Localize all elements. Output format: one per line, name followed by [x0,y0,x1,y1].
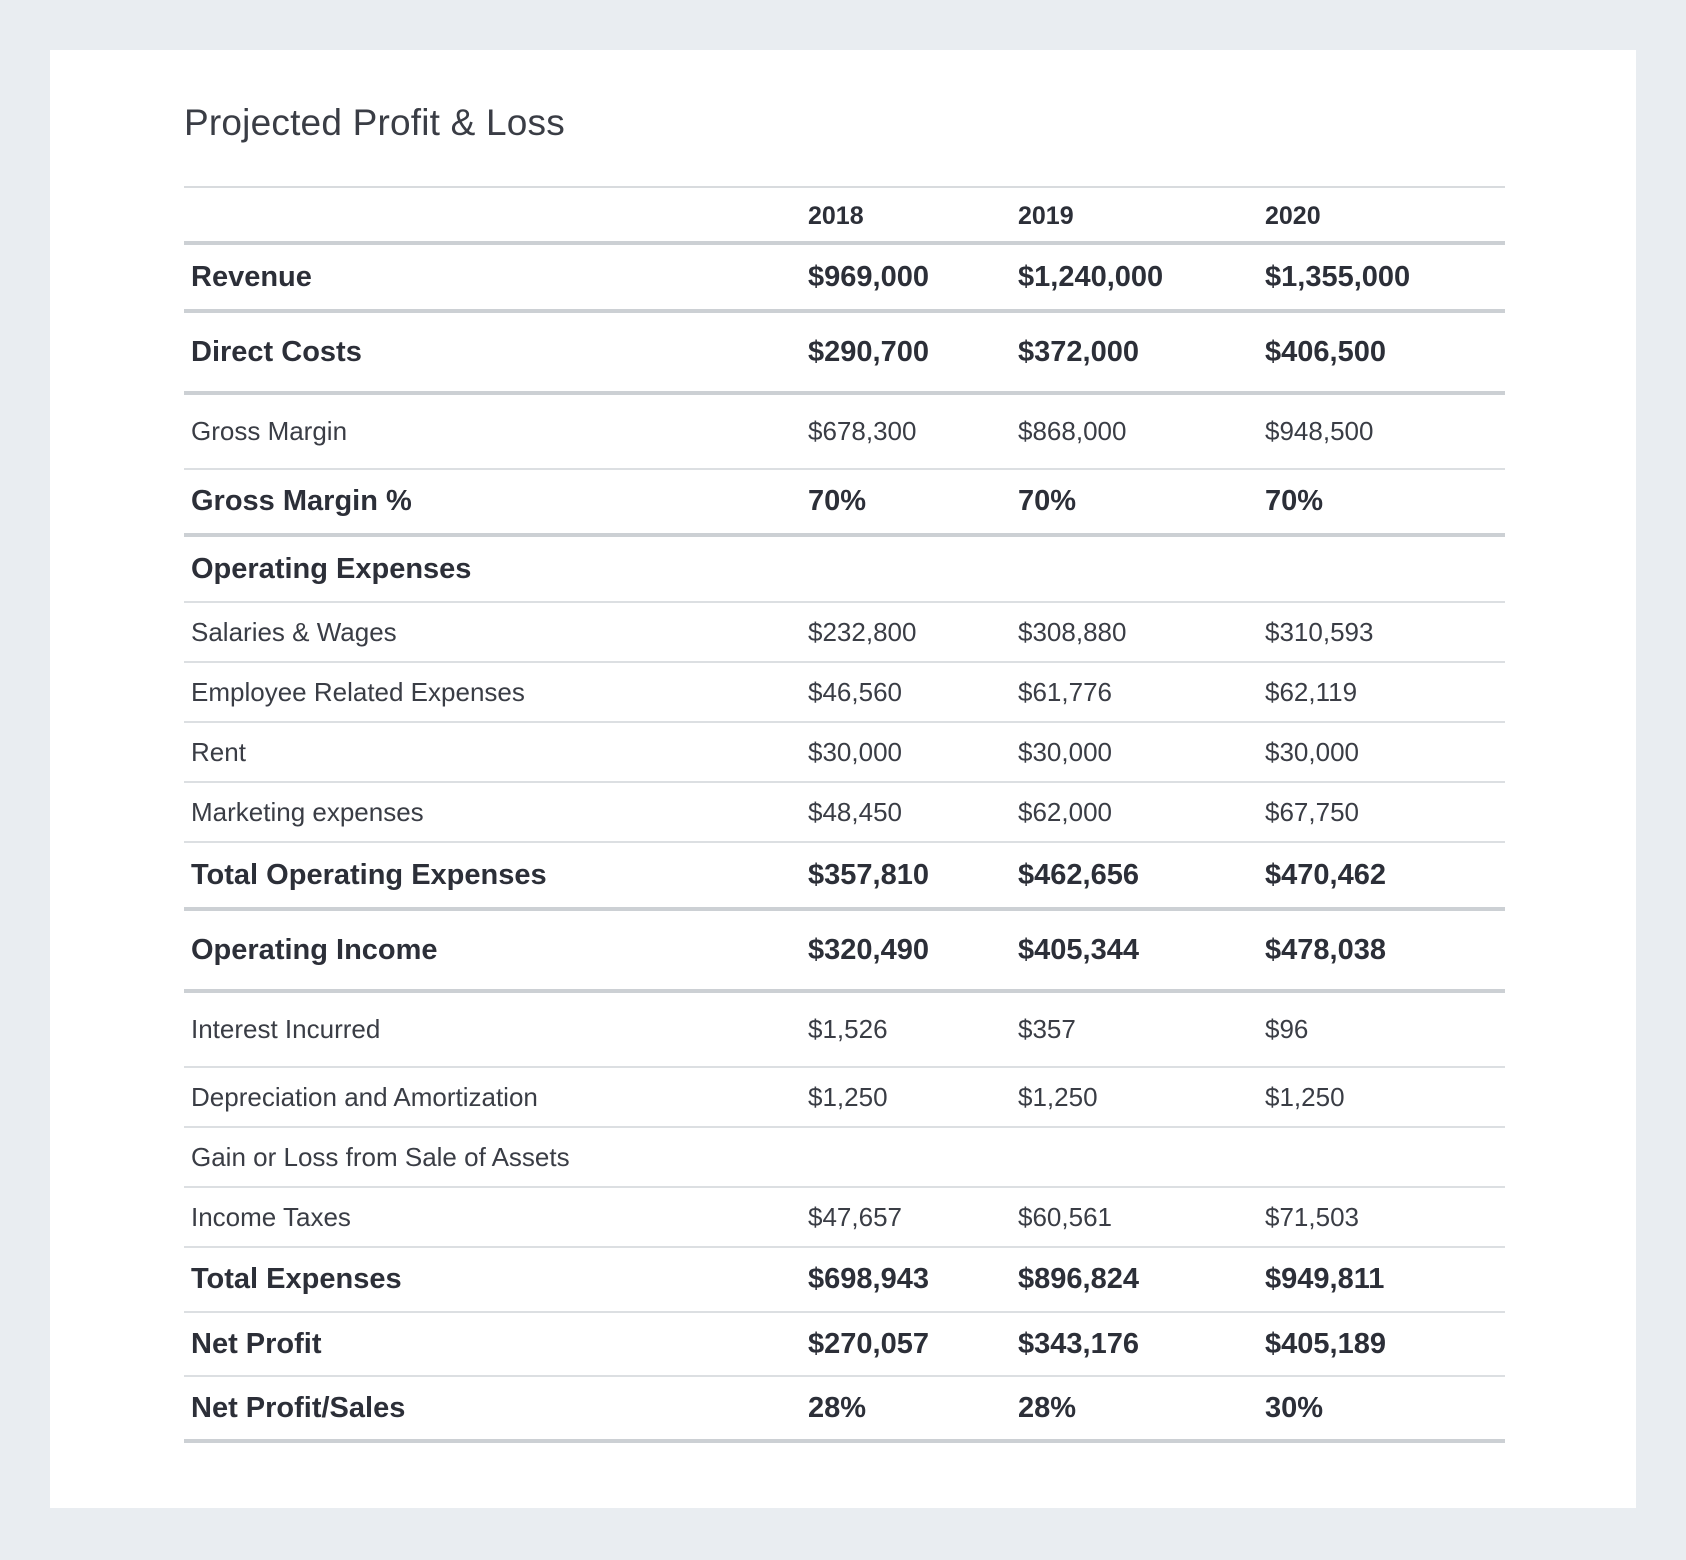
value-2018: 70% [808,485,867,517]
value-2020 [1265,535,1505,602]
value-2018 [808,1127,1018,1187]
row-label: Interest Incurred [191,1014,381,1044]
value-2018: $969,000 [808,260,929,293]
value-2019: 28% [1018,1391,1077,1424]
value-2019: $868,000 [1018,416,1127,446]
row-label: Total Operating Expenses [191,858,547,891]
value-2019: $1,240,000 [1018,260,1164,293]
value-2020: 30% [1265,1391,1324,1424]
value-2019: $357 [1018,1014,1076,1044]
table-row: Operating Income $320,490 $405,344 $478,038 [184,909,1505,991]
value-2020: $1,355,000 [1265,260,1411,293]
value-2018: $357,810 [808,858,929,891]
value-2019 [1018,1127,1265,1187]
value-2018 [808,535,1018,602]
table-row: Depreciation and Amortization $1,250 $1,25… [184,1067,1505,1127]
value-2020: $948,500 [1265,416,1374,446]
row-label: Net Profit/Sales [191,1391,406,1424]
row-label: Marketing expenses [191,796,424,827]
table-row: Salaries & Wages $232,800 $308,880 $310,593 [184,602,1505,662]
value-2020: 70% [1265,485,1324,517]
value-2019: $462,656 [1018,858,1139,891]
table-row: Employee Related Expenses $46,560 $61,776 $… [184,662,1505,722]
row-label: Gain or Loss from Sale of Assets [191,1141,570,1172]
value-2018: $678,300 [808,416,917,446]
value-2020: $1,250 [1265,1081,1345,1112]
value-2020: $67,750 [1265,796,1359,827]
column-header-label [184,187,808,243]
table-row: Net Profit $270,057 $343,176 $405,189 [184,1312,1505,1376]
value-2019: $62,000 [1018,796,1112,827]
column-header-2018: 2018 [808,202,864,230]
value-2019: $61,776 [1018,676,1112,707]
value-2018: $30,000 [808,736,902,767]
table-row: Marketing expenses $48,450 $62,000 $67,750 [184,782,1505,842]
value-2019: $60,561 [1018,1201,1112,1232]
value-2018: $1,250 [808,1081,888,1112]
table-row: Total Operating Expenses $357,810 $462,656… [184,842,1505,909]
value-2018: $290,700 [808,335,929,368]
table-row: Revenue $969,000 $1,240,000 $1,355,000 [184,243,1505,311]
value-2018: 28% [808,1391,867,1424]
value-2018: $232,800 [808,616,917,647]
value-2020: $949,811 [1265,1263,1385,1295]
value-2020: $96 [1265,1014,1309,1044]
row-label: Gross Margin [191,416,348,446]
value-2018: $46,560 [808,676,902,707]
value-2018: $270,057 [808,1327,929,1360]
table-row: Interest Incurred $1,526 $357 $96 [184,991,1505,1067]
value-2019: 70% [1018,485,1077,517]
value-2018: $698,943 [808,1263,929,1295]
value-2018: $320,490 [808,933,929,966]
row-label: Employee Related Expenses [191,676,525,707]
column-header-2019: 2019 [1018,202,1074,230]
profit-loss-card [50,50,1636,1508]
row-label: Income Taxes [191,1201,351,1232]
value-2020: $406,500 [1265,335,1386,368]
table-row: Gain or Loss from Sale of Assets [184,1127,1505,1187]
value-2019: $1,250 [1018,1081,1098,1112]
value-2018: $48,450 [808,796,902,827]
table-row: Net Profit/Sales 28% 28% 30% [184,1376,1505,1441]
value-2019: $896,824 [1018,1263,1139,1295]
value-2018: $1,526 [808,1014,888,1044]
table-row: Total Expenses $698,943 $896,824 $949,811 [184,1247,1505,1312]
row-label: Operating Expenses [191,552,472,585]
row-label: Direct Costs [191,335,362,368]
table-row: Income Taxes $47,657 $60,561 $71,503 [184,1187,1505,1247]
value-2019: $405,344 [1018,933,1139,966]
row-label: Total Expenses [191,1263,402,1295]
value-2020: $30,000 [1265,736,1359,767]
value-2020: $62,119 [1265,676,1358,707]
row-label: Net Profit [191,1327,322,1360]
column-header-2020: 2020 [1265,202,1321,230]
table-row: Rent $30,000 $30,000 $30,000 [184,722,1505,782]
table-row: Operating Expenses [184,535,1505,602]
value-2019 [1018,535,1265,602]
row-label: Operating Income [191,933,438,966]
profit-loss-table: 2018 2019 2020 Revenue $969,000 $1,240,000… [184,186,1505,1443]
page-title: Projected Profit & Loss [184,102,565,143]
value-2020: $310,593 [1265,616,1374,647]
value-2019: $308,880 [1018,616,1127,647]
value-2018: $47,657 [808,1201,902,1232]
value-2019: $30,000 [1018,736,1112,767]
row-label: Gross Margin % [191,485,412,517]
row-label: Salaries & Wages [191,616,397,647]
value-2020: $478,038 [1265,933,1386,966]
value-2019: $372,000 [1018,335,1139,368]
row-label: Depreciation and Amortization [191,1081,538,1112]
table-row: Gross Margin % 70% 70% 70% [184,469,1505,535]
value-2020: $405,189 [1265,1327,1386,1360]
value-2020: $470,462 [1265,858,1386,891]
row-label: Revenue [191,260,312,293]
value-2019: $343,176 [1018,1327,1139,1360]
value-2020: $71,503 [1265,1201,1359,1232]
table-row: Direct Costs $290,700 $372,000 $406,500 [184,311,1505,393]
table-row: Gross Margin $678,300 $868,000 $948,500 [184,393,1505,469]
value-2020 [1265,1127,1505,1187]
row-label: Rent [191,736,246,767]
table-header-row: 2018 2019 2020 [184,187,1505,243]
